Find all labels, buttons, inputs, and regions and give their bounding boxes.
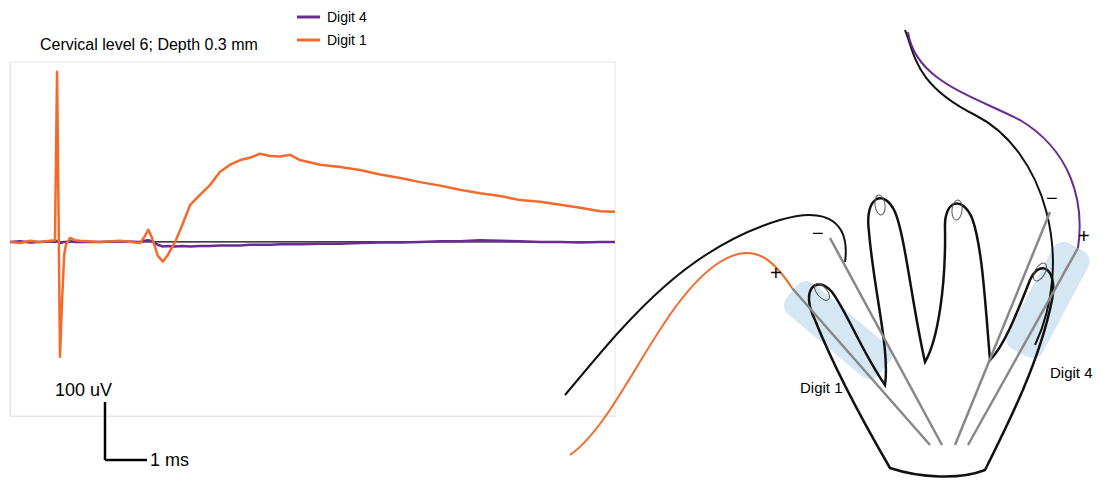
nail [812, 281, 833, 303]
nail [1031, 261, 1050, 283]
plot-frame [10, 62, 615, 416]
digit-label: Digit 1 [800, 379, 843, 396]
x-axis [11, 416, 616, 417]
scale-bar: 100 uV 1 ms [55, 380, 189, 470]
legend-swatch [297, 39, 320, 42]
scale-bar-vertical [104, 402, 107, 460]
lead [570, 253, 792, 455]
digit-label: Digit 4 [1050, 364, 1093, 381]
title: Cervical level 6; Depth 0.3 mm [40, 36, 258, 53]
legend-label: Digit 4 [327, 9, 367, 25]
legend-label: Digit 1 [327, 32, 367, 48]
nail [951, 200, 963, 221]
legend-swatch [297, 16, 320, 19]
electrode-sign: − [812, 222, 824, 244]
needle [830, 238, 942, 445]
needle [792, 288, 930, 445]
electrode-sign: − [1046, 187, 1058, 209]
y-axis [10, 63, 11, 417]
scale-bar-horizontal [105, 459, 147, 462]
axis-line [11, 416, 616, 417]
axis-line [10, 63, 11, 417]
lead [908, 32, 1080, 248]
electrode-sign: + [1078, 225, 1090, 247]
plot-area [10, 72, 615, 357]
needle [968, 248, 1078, 445]
wire [565, 215, 846, 395]
legend: Digit 4 Digit 1 [297, 9, 367, 48]
trace [10, 72, 615, 357]
wire [905, 30, 1053, 345]
scale-bar-label: 1 ms [150, 450, 189, 470]
figure: Cervical level 6; Depth 0.3 mmDigit 4Dig… [0, 0, 1113, 482]
needle [955, 212, 1050, 445]
electrode-sign: + [770, 262, 782, 284]
nail [874, 194, 887, 215]
hand-diagram: +−−+Digit 1Digit 4 [565, 30, 1094, 477]
scale-bar-label: 100 uV [55, 380, 112, 400]
